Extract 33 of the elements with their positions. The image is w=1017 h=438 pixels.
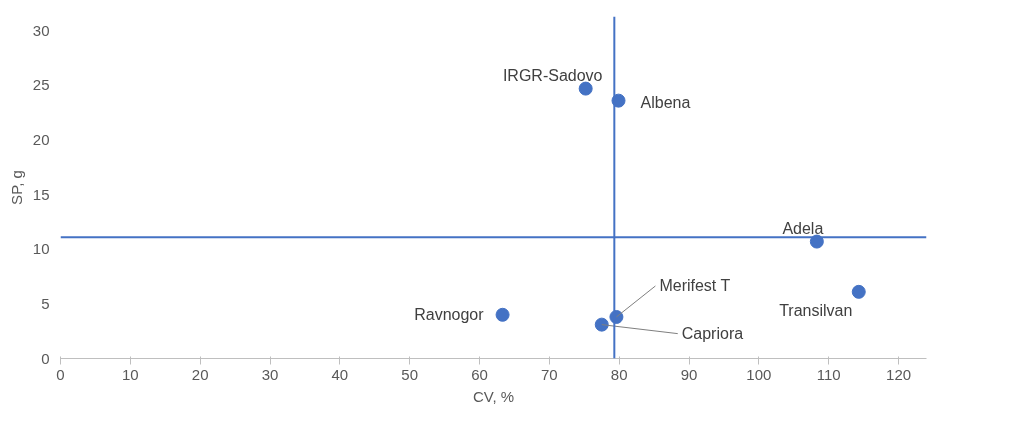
point [578,81,593,96]
x-tick-label: 0 [56,365,65,383]
x-tick-label: 90 [680,365,698,383]
x-tick-label: 20 [191,365,209,383]
annotation: Capriora [681,325,744,343]
annotation: Merifest T [659,277,731,295]
y-tick-label: 15 [32,185,50,203]
y-tick-label: 30 [32,21,50,39]
point [495,307,510,322]
x-tick-label: 110 [816,365,841,383]
x-tick-label: 120 [886,365,912,383]
point [594,317,609,332]
y-tick-label: 0 [41,349,50,367]
x-tick-label: 70 [541,365,558,383]
x-tick-label: 100 [746,365,772,383]
x-tick-label: 50 [401,365,419,383]
y-tick-label: 20 [32,130,50,148]
x-tick-label: 10 [122,365,139,383]
annotation: Ravnogor [414,306,485,324]
y-tick-label: 25 [32,76,50,94]
x-tick-label: 30 [261,365,279,383]
annotation: IRGR-Sadovo [502,67,603,85]
y-axis-title: SP, g [7,170,25,205]
x-axis-title: CV, % [472,387,515,405]
point [851,284,866,299]
x-tick-label: 60 [471,365,488,383]
x-tick-label: 40 [331,365,349,383]
annotation: Transilvan [779,302,853,320]
annotation: Adela [782,220,824,238]
y-tick-label: 5 [41,294,50,312]
y-tick-label: 10 [32,240,50,258]
annotation: Albena [640,94,691,112]
x-tick-label: 80 [610,365,628,383]
